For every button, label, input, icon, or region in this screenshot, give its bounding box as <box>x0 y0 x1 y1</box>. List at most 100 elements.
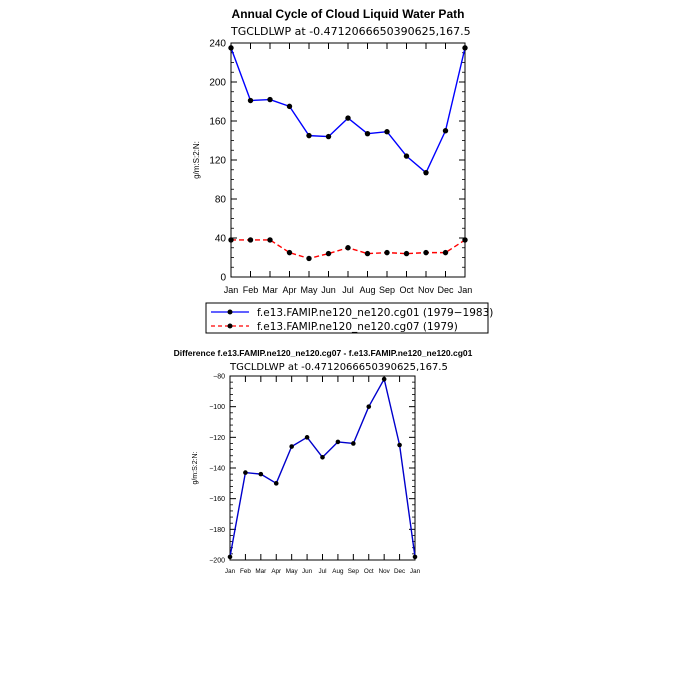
chart1-ytick-label: 200 <box>209 78 226 89</box>
chart2-xtick-label: Dec <box>394 568 405 575</box>
chart1-ytick-label: 120 <box>209 156 226 167</box>
chart2-xtick-label: Aug <box>332 568 344 575</box>
chart1-series1-point <box>306 132 312 139</box>
chart2-series1-point <box>412 554 418 560</box>
chart2-xtick-label: Apr <box>271 568 281 575</box>
chart2-series1-point <box>335 439 341 445</box>
chart2-ytick-label: −200 <box>209 557 225 564</box>
chart2-series1-point <box>397 442 402 448</box>
chart1-subtitle: TGCLDLWP at -0.4712066650390625,167.5 <box>230 25 471 38</box>
chart1-xtick-label: Mar <box>262 285 278 295</box>
chart1-plot-frame <box>230 42 466 278</box>
chart2-ytick-label: −120 <box>209 435 225 442</box>
chart2-ytick-label: −140 <box>209 465 225 472</box>
chart1-axes <box>230 42 466 278</box>
chart2-tick-labels: −200 −180 −160 −140 −120 −100 −80 Jan Feb Mar Apr M… <box>209 373 420 575</box>
chart1-xtick-label: Apr <box>282 285 296 295</box>
chart1-series2-point <box>325 250 332 257</box>
chart1-series1-point <box>462 45 468 51</box>
chart1-series1-point <box>228 45 234 51</box>
chart1-xtick-label: May <box>300 285 318 295</box>
chart2-xtick-label: Feb <box>240 568 251 575</box>
chart2-xtick-label: Jun <box>302 568 313 575</box>
chart2-series1-point <box>381 376 387 382</box>
legend-marker-series1 <box>227 309 233 315</box>
chart2-xtick-label: Jan <box>410 568 421 575</box>
chart2-series1-point <box>304 435 310 440</box>
chart1-series2-point <box>403 250 410 257</box>
chart1-ytick-label: 40 <box>215 234 227 245</box>
chart2-xtick-label: Mar <box>255 568 266 575</box>
legend-box <box>205 302 489 334</box>
chart2-xtick-label: Sep <box>348 568 360 575</box>
chart2-ytick-label: −100 <box>209 404 225 411</box>
chart1-xtick-label: Jan <box>458 285 473 295</box>
chart2-series1-point <box>351 441 356 446</box>
chart1-series1-point <box>423 169 429 176</box>
chart2-xtick-label: Jul <box>318 568 326 575</box>
chart1-series2-point <box>423 249 429 256</box>
chart2-axes <box>229 375 416 561</box>
legend-label-series2: f.e13.FAMIP.ne120_ne120.cg07 (1979) <box>257 321 458 333</box>
chart1-tick-labels: 0 40 80 120 160 200 240 Jan Feb Mar Apr May Jun Jul Au… <box>209 39 472 296</box>
chart2-series1-point <box>243 470 248 475</box>
chart1-series1-point <box>267 96 273 103</box>
chart1-title: Annual Cycle of Cloud Liquid Water Path <box>232 7 465 21</box>
chart1-ytick-label: 240 <box>209 39 226 50</box>
chart1-series1-point <box>442 128 449 134</box>
chart1-series1-point <box>345 115 351 121</box>
chart2-ytick-label: −80 <box>213 373 225 380</box>
chart1-xtick-label: Aug <box>359 285 375 295</box>
chart2-ylabel: g/m:S:2:N: <box>192 451 199 484</box>
chart1-ytick-label: 80 <box>215 195 227 206</box>
chart1-series2-point <box>286 249 293 256</box>
chart1-xtick-label: Dec <box>437 285 454 295</box>
chart1-series1-point <box>286 103 293 110</box>
chart1-xtick-label: Jan <box>224 285 239 295</box>
legend: f.e13.FAMIP.ne120_ne120.cg01 (1979−1983)… <box>205 302 493 334</box>
chart1-series1-point <box>247 97 254 104</box>
chart2-series1-point <box>258 471 264 477</box>
legend-label-series1: f.e13.FAMIP.ne120_ne120.cg01 (1979−1983) <box>257 307 493 319</box>
chart2-subtitle: TGCLDLWP at -0.4712066650390625,167.5 <box>229 362 448 373</box>
chart1-series1-point <box>384 129 390 135</box>
chart1-series2-point <box>462 237 468 243</box>
chart1-series1-line <box>230 47 466 174</box>
chart1-ytick-label: 0 <box>220 273 226 284</box>
chart1-series2-point <box>228 237 234 243</box>
legend-marker-series2 <box>227 323 233 329</box>
chart1-series2-point <box>267 237 273 243</box>
chart1-ylabel: g/m:S:2:N: <box>192 141 201 179</box>
chart1-series2-point <box>364 250 371 257</box>
chart1-series1-point <box>403 153 410 159</box>
chart1-series2-point <box>384 249 390 256</box>
chart1-series2-point <box>442 249 449 256</box>
chart1-xtick-label: Feb <box>243 285 259 295</box>
chart1-series2-point <box>247 237 254 243</box>
chart2-series1-point <box>273 481 279 486</box>
chart1-series1-point <box>325 133 332 140</box>
chart2-series1-point <box>366 404 372 409</box>
chart2-series1-point <box>289 444 294 449</box>
chart2-ytick-label: −160 <box>209 496 225 503</box>
chart1-xtick-label: Jul <box>342 285 354 295</box>
chart1-xtick-label: Sep <box>379 285 395 295</box>
chart2-series1-point <box>320 454 325 460</box>
chart1-series2-point <box>306 255 312 262</box>
chart2-series <box>227 376 418 560</box>
chart1-xtick-label: Nov <box>418 285 435 295</box>
chart2-plot-frame <box>229 375 416 561</box>
chart2-series1-point <box>227 554 233 560</box>
chart1-xtick-label: Jun <box>321 285 336 295</box>
chart1-series2-point <box>345 245 351 251</box>
chart2-xtick-label: Nov <box>379 568 391 575</box>
chart2-series1-line <box>229 378 416 558</box>
chart1-series <box>228 45 468 262</box>
chart1-xtick-label: Oct <box>399 285 414 295</box>
chart1-ytick-label: 160 <box>209 117 226 128</box>
chart2-xtick-label: Oct <box>364 568 374 575</box>
chart2-ytick-label: −180 <box>209 527 225 534</box>
chart2-xtick-label: May <box>286 568 299 575</box>
chart2-title: Difference f.e13.FAMIP.ne120_ne120.cg07 … <box>174 348 473 358</box>
